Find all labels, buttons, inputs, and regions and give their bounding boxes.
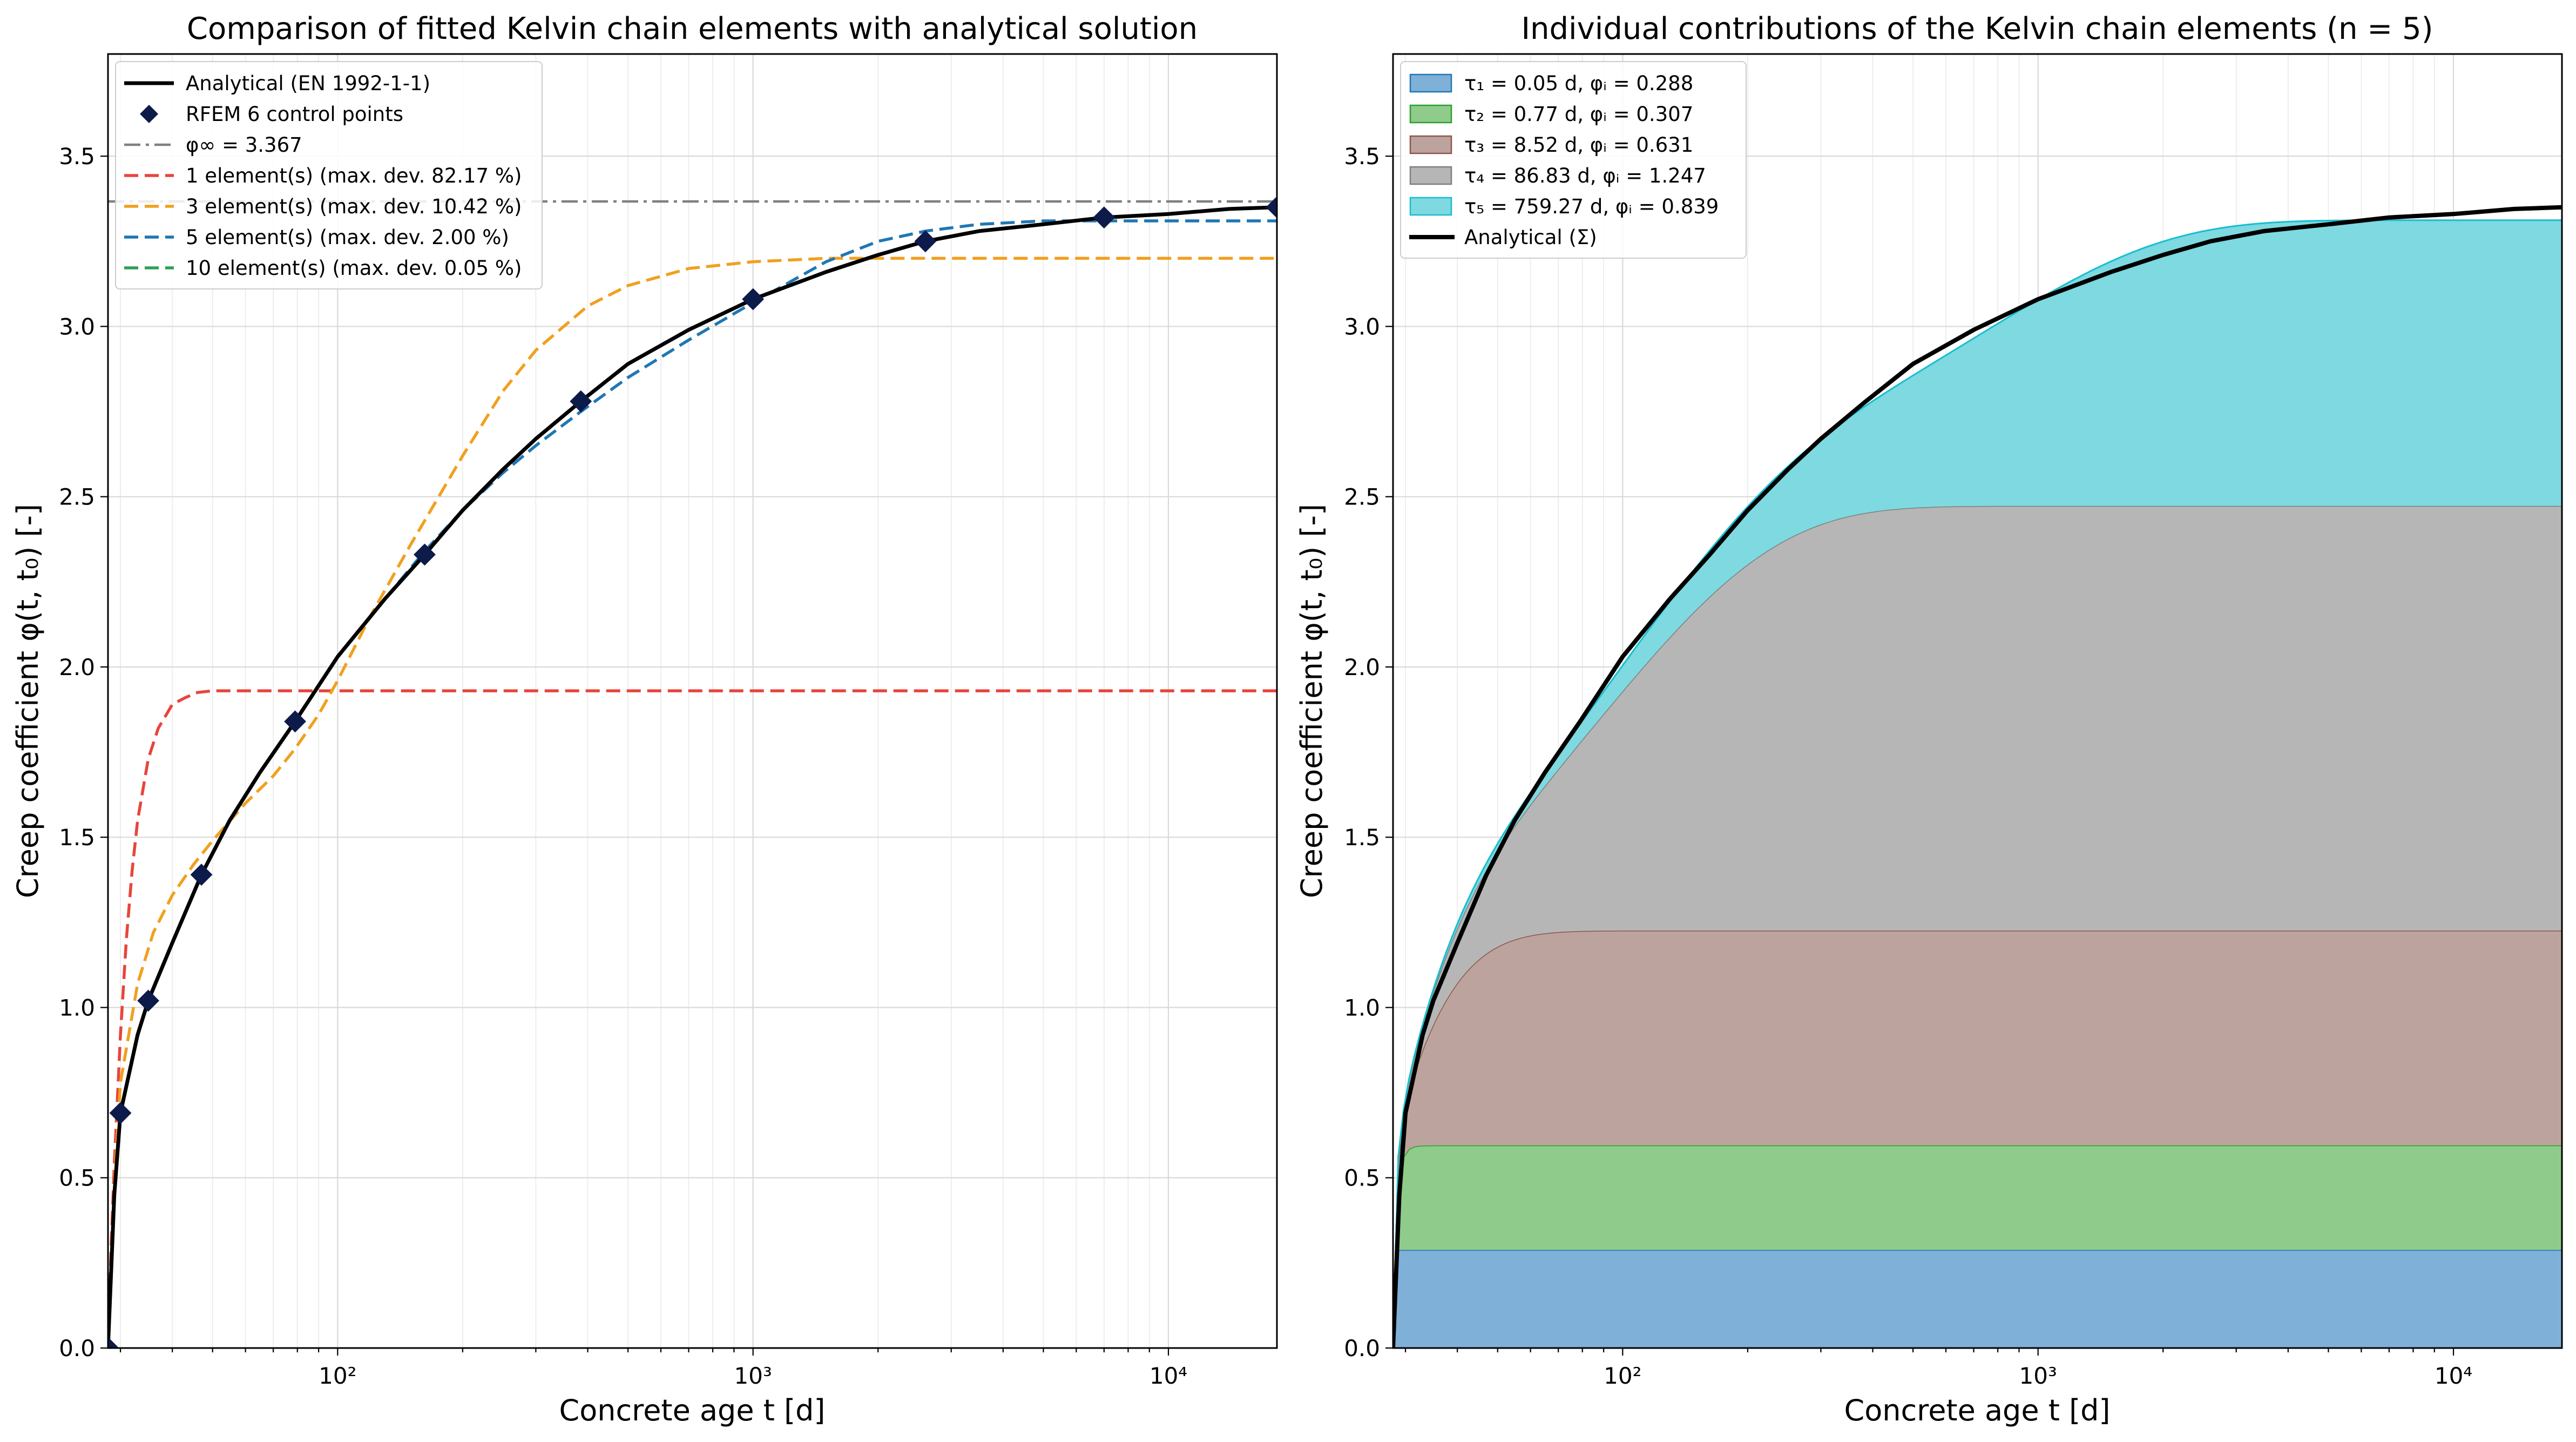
control-point-marker — [109, 1102, 132, 1124]
y-tick-label: 0.5 — [59, 1165, 95, 1191]
left-chart-title: Comparison of fitted Kelvin chain elemen… — [187, 11, 1198, 46]
legend-swatch — [1409, 166, 1452, 185]
legend-box — [115, 61, 543, 289]
y-tick-label: 3.0 — [59, 313, 95, 340]
legend-label: τ₂ = 0.77 d, φᵢ = 0.307 — [1464, 103, 1693, 126]
right-legend: τ₁ = 0.05 d, φᵢ = 0.288 τ₂ = 0.77 d, φᵢ =… — [1400, 61, 1747, 259]
control-point-marker — [137, 989, 159, 1012]
x-tick-label: 10³ — [734, 1363, 772, 1389]
x-tick-label: 10⁴ — [2435, 1363, 2472, 1389]
kelvin-element-area-2 — [1393, 1145, 2562, 1348]
control-point-marker — [1093, 206, 1115, 229]
x-tick-label: 10⁴ — [1150, 1363, 1187, 1389]
control-point-marker — [914, 230, 937, 253]
legend-swatch — [1409, 197, 1452, 216]
control-point-marker — [190, 864, 213, 886]
legend-label: 5 element(s) (max. dev. 2.00 %) — [186, 226, 509, 249]
x-tick-label: 10² — [319, 1363, 356, 1389]
legend-label: Analytical (Σ) — [1464, 226, 1597, 249]
x-tick-label: 10² — [1604, 1363, 1641, 1389]
control-point-marker — [414, 543, 436, 566]
control-point-marker — [742, 288, 765, 311]
legend-label: RFEM 6 control points — [186, 103, 403, 126]
y-tick-label: 2.5 — [1344, 484, 1380, 510]
legend-box — [1400, 61, 1747, 259]
legend-label: τ₄ = 86.83 d, φᵢ = 1.247 — [1464, 164, 1706, 187]
y-tick-label: 1.0 — [59, 994, 95, 1021]
y-tick-label: 3.0 — [1344, 313, 1380, 340]
left-chart: 10² 10³ 10⁴ 0.0 0.5 1.0 1.5 2.0 2.5 3.0 3.5 Compa… — [11, 11, 1278, 1427]
series-line-0 — [108, 205, 1277, 1348]
legend-label: τ₁ = 0.05 d, φᵢ = 0.288 — [1464, 72, 1693, 95]
left-axes-frame — [107, 53, 1278, 1349]
legend-marker — [140, 105, 158, 123]
left-y-ticks: 0.0 0.5 1.0 1.5 2.0 2.5 3.0 3.5 — [59, 143, 108, 1362]
y-tick-label: 1.5 — [59, 824, 95, 851]
legend-swatch — [1409, 135, 1452, 154]
control-point-marker — [1266, 196, 1277, 219]
y-tick-label: 2.5 — [59, 484, 95, 510]
y-tick-label: 0.0 — [59, 1335, 95, 1362]
y-tick-label: 3.5 — [59, 143, 95, 170]
right-axes-frame — [1392, 53, 2563, 1349]
right-chart: 10² 10³ 10⁴ 0.0 0.5 1.0 1.5 2.0 2.5 3.0 3.5 Indiv… — [1295, 11, 2563, 1427]
kelvin-element-area-4 — [1393, 506, 2562, 1348]
x-tick-label: 10³ — [2019, 1363, 2057, 1389]
right-x-axis-label: Concrete age t [d] — [1844, 1393, 2111, 1427]
right-x-ticks: 10² 10³ 10⁴ — [1404, 1348, 2472, 1389]
left-y-axis-label: Creep coefficient φ(t, t₀) [-] — [11, 504, 45, 898]
y-tick-label: 1.0 — [1344, 994, 1380, 1021]
right-y-axis-label: Creep coefficient φ(t, t₀) [-] — [1295, 504, 1329, 898]
series-line-3 — [108, 689, 1277, 1348]
y-tick-label: 3.5 — [1344, 143, 1380, 170]
legend-label: τ₅ = 759.27 d, φᵢ = 0.839 — [1464, 195, 1719, 218]
legend-label: Analytical (EN 1992-1-1) — [186, 72, 430, 95]
right-chart-title: Individual contributions of the Kelvin c… — [1522, 11, 2433, 46]
kelvin-element-area-5 — [1393, 220, 2562, 1348]
left-x-ticks: 10² 10³ 10⁴ — [119, 1348, 1187, 1389]
control-point-marker — [284, 710, 306, 733]
series-line-4 — [108, 257, 1277, 1348]
legend-label: 10 element(s) (max. dev. 0.05 %) — [186, 257, 522, 280]
legend-label: 1 element(s) (max. dev. 82.17 %) — [186, 164, 522, 187]
control-point-marker — [108, 1337, 119, 1348]
y-tick-label: 0.0 — [1344, 1335, 1380, 1362]
legend-label: φ∞ = 3.367 — [186, 133, 302, 157]
series-line-5 — [108, 219, 1277, 1348]
left-x-axis-label: Concrete age t [d] — [559, 1393, 826, 1427]
y-tick-label: 1.5 — [1344, 824, 1380, 851]
control-point-marker — [570, 390, 592, 413]
y-tick-label: 2.0 — [1344, 654, 1380, 680]
left-legend: Analytical (EN 1992-1-1) RFEM 6 control p… — [115, 61, 543, 289]
kelvin-element-area-3 — [1393, 931, 2562, 1348]
kelvin-element-area-1 — [1393, 1250, 2562, 1348]
left-plot-area — [108, 196, 1277, 1348]
right-y-ticks: 0.0 0.5 1.0 1.5 2.0 2.5 3.0 3.5 — [1344, 143, 1393, 1362]
legend-label: 3 element(s) (max. dev. 10.42 %) — [186, 195, 522, 218]
analytical-sum-line — [1393, 205, 2562, 1348]
y-tick-label: 0.5 — [1344, 1165, 1380, 1191]
legend-label: τ₃ = 8.52 d, φᵢ = 0.631 — [1464, 133, 1693, 157]
y-tick-label: 2.0 — [59, 654, 95, 680]
legend-swatch — [1409, 104, 1452, 124]
legend-swatch — [1409, 73, 1452, 93]
right-plot-area — [1393, 205, 2562, 1348]
